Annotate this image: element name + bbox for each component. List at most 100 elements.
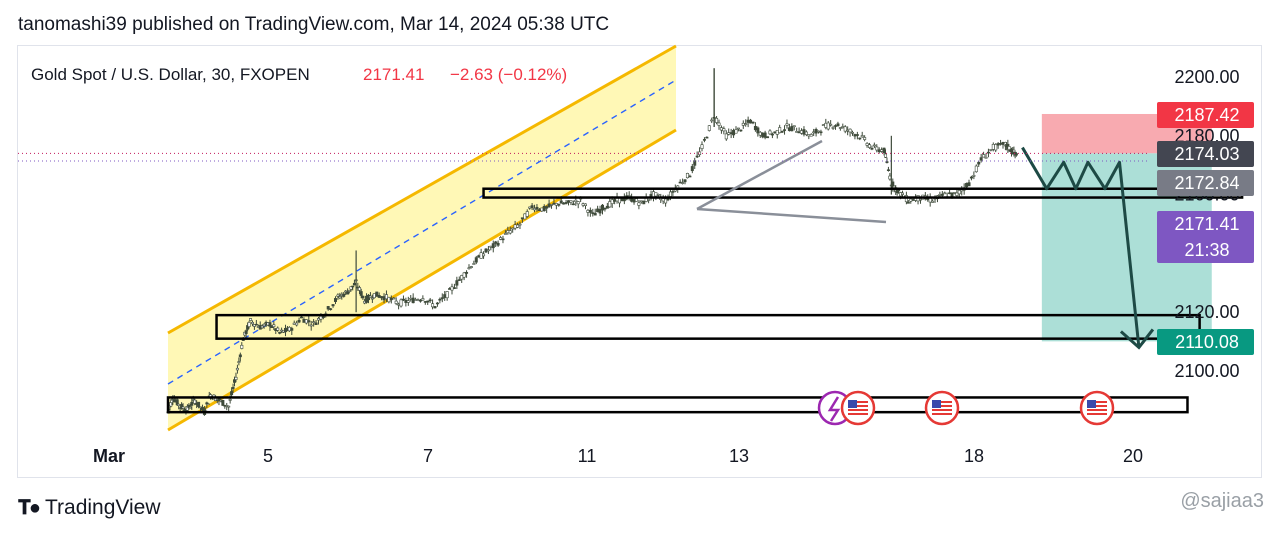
candle-body bbox=[700, 144, 704, 149]
candle-body bbox=[384, 294, 388, 300]
candle-body bbox=[797, 131, 801, 134]
candle-body bbox=[469, 266, 473, 268]
candle-body bbox=[554, 202, 558, 206]
price-axis[interactable]: 2200.002180.002160.002140.002120.002100.… bbox=[1157, 67, 1254, 381]
us-flag-icon[interactable] bbox=[924, 390, 960, 426]
price-label-bg bbox=[1157, 141, 1254, 167]
time-tick-label: 13 bbox=[729, 446, 749, 466]
price-label-bg bbox=[1157, 329, 1254, 355]
candle-body bbox=[795, 131, 799, 133]
candle-body bbox=[829, 123, 833, 126]
candle-body bbox=[467, 267, 471, 270]
candle-body bbox=[237, 361, 241, 363]
candle-body bbox=[807, 134, 811, 137]
candle-body bbox=[715, 117, 719, 123]
ascending-channel[interactable] bbox=[167, 44, 677, 432]
candle-body bbox=[872, 144, 876, 147]
us-flag-icon[interactable] bbox=[1079, 390, 1115, 426]
candle-body bbox=[870, 147, 874, 150]
time-axis[interactable]: Mar 5 7 11 13 18 20 bbox=[93, 446, 1143, 466]
arrow-head[interactable] bbox=[1119, 328, 1155, 350]
price-label: 2172.84 bbox=[1174, 173, 1239, 193]
tradingview-logo[interactable]: 𝐓● TradingView bbox=[18, 496, 161, 520]
flag-stripe bbox=[1087, 405, 1107, 407]
candle-body bbox=[885, 161, 889, 163]
candle-body bbox=[540, 207, 544, 212]
channel-lower-line[interactable] bbox=[167, 128, 677, 432]
candle-body bbox=[309, 324, 313, 327]
us-flag-icon[interactable] bbox=[840, 390, 876, 426]
candle-body bbox=[591, 212, 595, 214]
projection-arrow[interactable] bbox=[1021, 146, 1155, 350]
candle-body bbox=[996, 143, 1000, 146]
candle-body bbox=[423, 301, 427, 303]
candle-body bbox=[884, 153, 888, 158]
time-tick-label: 20 bbox=[1123, 446, 1143, 466]
candle-body bbox=[901, 192, 905, 195]
flag-stripe bbox=[1087, 413, 1107, 415]
candle-body bbox=[957, 190, 961, 195]
candle-body bbox=[860, 135, 864, 138]
time-tick-label: 7 bbox=[423, 446, 433, 466]
candle-body bbox=[931, 200, 935, 203]
candle-body bbox=[775, 129, 779, 135]
wedge-lower-line[interactable] bbox=[696, 207, 887, 224]
candle-body bbox=[598, 209, 602, 214]
candle-body bbox=[802, 129, 806, 135]
candle-body bbox=[297, 319, 301, 323]
price-lines bbox=[18, 152, 1150, 162]
candle-body bbox=[421, 298, 425, 301]
candle-body bbox=[955, 192, 959, 196]
candle-body bbox=[642, 200, 646, 205]
candle-body bbox=[380, 296, 384, 299]
candle-body bbox=[564, 202, 568, 204]
tradingview-icon: 𝐓● bbox=[18, 496, 41, 519]
candle-body bbox=[938, 194, 942, 196]
candle-body bbox=[989, 149, 993, 151]
price-label: 2171.41 bbox=[1174, 214, 1239, 234]
candle-body bbox=[404, 299, 408, 303]
candle-body bbox=[853, 134, 857, 137]
wedge-upper-line[interactable] bbox=[696, 139, 823, 211]
candle-body bbox=[452, 287, 456, 289]
candle-body bbox=[882, 147, 886, 154]
candle-body bbox=[302, 319, 306, 323]
wedge-lines[interactable] bbox=[696, 139, 887, 224]
candle-body bbox=[397, 303, 401, 306]
candle-body bbox=[647, 199, 651, 201]
candle-body bbox=[240, 344, 244, 349]
candle-body bbox=[581, 203, 585, 206]
flag-canton bbox=[1087, 400, 1096, 408]
chart-frame[interactable] bbox=[17, 45, 1262, 478]
candle-body bbox=[746, 119, 750, 123]
price-tick-label: 2120.00 bbox=[1174, 302, 1239, 322]
candle-body bbox=[770, 133, 774, 136]
candle-body bbox=[780, 130, 784, 133]
candle-body bbox=[399, 299, 403, 307]
economic-events[interactable] bbox=[817, 390, 1115, 426]
candle-body bbox=[290, 328, 294, 331]
flag-stripe bbox=[1087, 401, 1107, 403]
price-tick-label: 2200.00 bbox=[1174, 67, 1239, 87]
candle-body bbox=[559, 200, 563, 204]
candle-body bbox=[965, 182, 969, 188]
projection-path[interactable] bbox=[1021, 146, 1141, 348]
candle-body bbox=[1014, 153, 1018, 156]
level-box[interactable] bbox=[215, 313, 1201, 340]
level-box[interactable] bbox=[166, 396, 1189, 414]
candle-body bbox=[484, 248, 488, 253]
candle-body bbox=[588, 209, 592, 213]
price-label: 2187.42 bbox=[1174, 105, 1239, 125]
candle-body bbox=[855, 134, 859, 136]
candle-body bbox=[336, 294, 340, 297]
candle-body bbox=[880, 149, 884, 152]
flag-stripe bbox=[848, 409, 868, 411]
candle-body bbox=[888, 175, 892, 180]
channel-upper-line[interactable] bbox=[167, 44, 677, 335]
candle-body bbox=[295, 322, 299, 326]
candle-body bbox=[984, 156, 988, 159]
candle-body bbox=[999, 143, 1003, 145]
candle-body bbox=[499, 237, 503, 240]
price-label: 2174.03 bbox=[1174, 144, 1239, 164]
